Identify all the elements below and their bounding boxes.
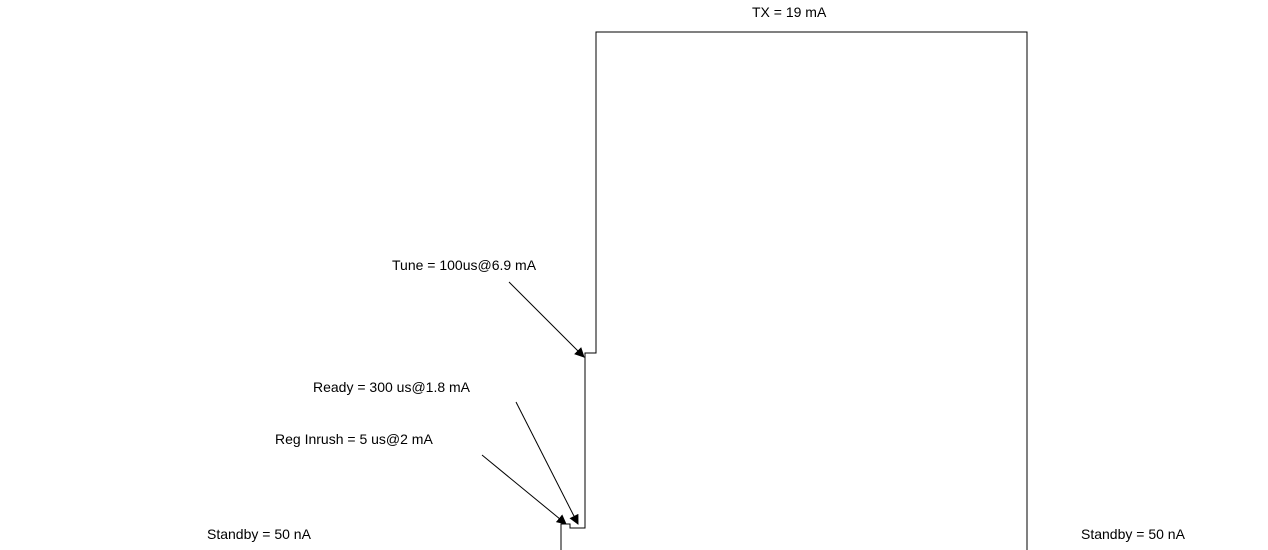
ready-leader-arrow: [515, 401, 579, 525]
current-waveform: [560, 31, 1028, 550]
standby-right-label: Standby = 50 nA: [1081, 526, 1185, 542]
reg-inrush-current-label: Reg Inrush = 5 us@2 mA: [275, 431, 433, 447]
tune-current-label: Tune = 100us@6.9 mA: [392, 257, 537, 273]
tx-current-label: TX = 19 mA: [752, 4, 827, 20]
ready-current-label: Ready = 300 us@1.8 mA: [313, 379, 471, 395]
reg-inrush-leader-arrow: [481, 454, 567, 525]
tune-leader-arrow: [508, 281, 585, 358]
standby-left-label: Standby = 50 nA: [207, 526, 311, 542]
